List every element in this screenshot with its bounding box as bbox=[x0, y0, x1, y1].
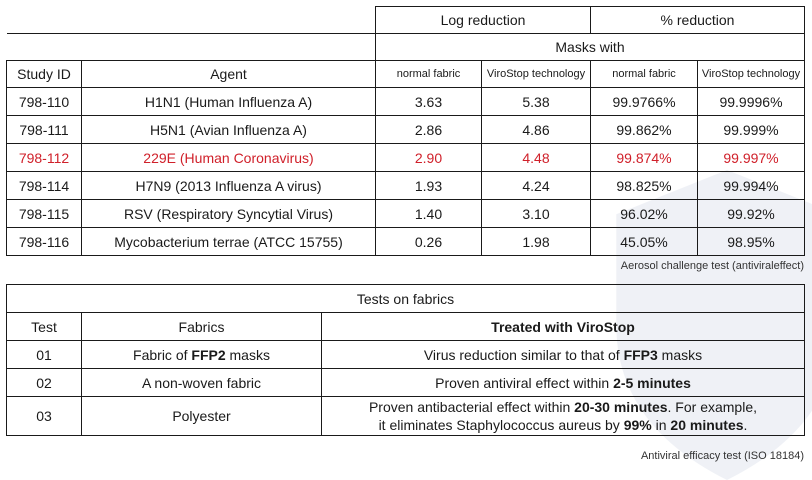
study-id-header: Study ID bbox=[6, 60, 82, 88]
table-row: 03 Polyester Proven antibacterial effect… bbox=[6, 396, 805, 436]
test-cell: 03 bbox=[6, 396, 82, 436]
treated-header: Treated with ViroStop bbox=[321, 312, 805, 341]
pct-normal-cell: 45.05% bbox=[590, 227, 698, 256]
test-header: Test bbox=[6, 312, 82, 341]
agent-cell: H7N9 (2013 Influenza A virus) bbox=[81, 171, 376, 200]
result-cell: Proven antibacterial effect within 20-30… bbox=[321, 396, 805, 436]
result-text: . For example, bbox=[667, 399, 758, 415]
fabrics-header: Fabrics bbox=[81, 312, 322, 341]
log-virostop-cell: 3.10 bbox=[481, 199, 591, 228]
log-normal-cell: 0.26 bbox=[375, 227, 482, 256]
empty-corner bbox=[6, 6, 376, 34]
result-text-bold: 99% bbox=[623, 417, 652, 433]
log-reduction-header: Log reduction bbox=[375, 6, 591, 34]
fabric-text: Fabric of bbox=[133, 346, 192, 363]
log-virostop-cell: 1.98 bbox=[481, 227, 591, 256]
log-virostop-header: ViroStop technology bbox=[481, 60, 591, 88]
pct-virostop-cell: 99.92% bbox=[697, 199, 805, 228]
table-row: 798-115 RSV (Respiratory Syncytial Virus… bbox=[6, 199, 805, 228]
log-virostop-cell: 4.86 bbox=[481, 115, 591, 144]
fabrics-table: Tests on fabrics Test Fabrics Treated wi… bbox=[6, 284, 805, 436]
fabric-cell: Polyester bbox=[81, 396, 322, 436]
log-normal-header: normal fabric bbox=[375, 60, 482, 88]
pct-virostop-cell: 99.997% bbox=[697, 143, 805, 172]
result-text-bold: 2-5 minutes bbox=[613, 374, 691, 391]
pct-virostop-cell: 98.95% bbox=[697, 227, 805, 256]
agent-cell: H5N1 (Avian Influenza A) bbox=[81, 115, 376, 144]
fabric-text: masks bbox=[225, 346, 270, 363]
result-text-bold: 20 minutes bbox=[670, 417, 744, 433]
fabric-cell: A non-woven fabric bbox=[81, 368, 322, 397]
treated-header-label: Treated with ViroStop bbox=[491, 318, 635, 335]
study-id-cell: 798-111 bbox=[6, 115, 82, 144]
log-virostop-cell: 5.38 bbox=[481, 87, 591, 116]
pct-normal-cell: 99.874% bbox=[590, 143, 698, 172]
result-text-bold: 20-30 minutes bbox=[574, 399, 668, 415]
result-cell: Virus reduction similar to that of FFP3 … bbox=[321, 340, 805, 369]
result-text: masks bbox=[657, 346, 703, 363]
pct-normal-cell: 99.862% bbox=[590, 115, 698, 144]
fabric-cell: Fabric of FFP2 masks bbox=[81, 340, 322, 369]
pct-normal-cell: 96.02% bbox=[590, 199, 698, 228]
test-cell: 02 bbox=[6, 368, 82, 397]
log-normal-cell: 3.63 bbox=[375, 87, 482, 116]
log-normal-cell: 1.93 bbox=[375, 171, 482, 200]
percent-reduction-header: % reduction bbox=[590, 6, 805, 34]
table-row: 798-110 H1N1 (Human Influenza A) 3.63 5.… bbox=[6, 87, 805, 116]
agent-cell: RSV (Respiratory Syncytial Virus) bbox=[81, 199, 376, 228]
result-cell: Proven antiviral effect within 2-5 minut… bbox=[321, 368, 805, 397]
pct-virostop-cell: 99.994% bbox=[697, 171, 805, 200]
result-text: it eliminates Staphylococcus aureus by bbox=[378, 417, 624, 433]
result-text: . bbox=[743, 417, 748, 433]
efficacy-table: Log reduction % reduction Masks with Stu… bbox=[6, 6, 805, 256]
log-virostop-cell: 4.48 bbox=[481, 143, 591, 172]
study-id-cell: 798-112 bbox=[6, 143, 82, 172]
result-text: in bbox=[651, 417, 671, 433]
pct-normal-cell: 99.9766% bbox=[590, 87, 698, 116]
table-row-highlighted: 798-112 229E (Human Coronavirus) 2.90 4.… bbox=[6, 143, 805, 172]
agent-cell: Mycobacterium terrae (ATCC 15755) bbox=[81, 227, 376, 256]
table-row: 798-111 H5N1 (Avian Influenza A) 2.86 4.… bbox=[6, 115, 805, 144]
table-row: 02 A non-woven fabric Proven antiviral e… bbox=[6, 368, 805, 397]
agent-header: Agent bbox=[81, 60, 376, 88]
agent-cell: H1N1 (Human Influenza A) bbox=[81, 87, 376, 116]
log-normal-cell: 2.86 bbox=[375, 115, 482, 144]
antiviral-footnote: Antiviral efficacy test (ISO 18184) bbox=[640, 450, 804, 462]
study-id-cell: 798-115 bbox=[6, 199, 82, 228]
pct-normal-cell: 98.825% bbox=[590, 171, 698, 200]
pct-virostop-cell: 99.999% bbox=[697, 115, 805, 144]
study-id-cell: 798-110 bbox=[6, 87, 82, 116]
result-text-bold: FFP3 bbox=[623, 346, 658, 363]
result-text: Proven antibacterial effect within bbox=[368, 399, 575, 415]
pct-virostop-cell: 99.9996% bbox=[697, 87, 805, 116]
log-normal-cell: 1.40 bbox=[375, 199, 482, 228]
pct-normal-header: normal fabric bbox=[590, 60, 698, 88]
fabrics-table-title: Tests on fabrics bbox=[6, 284, 805, 313]
masks-with-header: Masks with bbox=[375, 33, 805, 61]
study-id-cell: 798-116 bbox=[6, 227, 82, 256]
study-id-cell: 798-114 bbox=[6, 171, 82, 200]
log-normal-cell: 2.90 bbox=[375, 143, 482, 172]
agent-cell: 229E (Human Coronavirus) bbox=[81, 143, 376, 172]
pct-virostop-header: ViroStop technology bbox=[697, 60, 805, 88]
table-row: 798-114 H7N9 (2013 Influenza A virus) 1.… bbox=[6, 171, 805, 200]
fabric-text-bold: FFP2 bbox=[191, 346, 226, 363]
empty-corner bbox=[6, 33, 376, 61]
table-row: 798-116 Mycobacterium terrae (ATCC 15755… bbox=[6, 227, 805, 256]
table-row: 01 Fabric of FFP2 masks Virus reduction … bbox=[6, 340, 805, 369]
aerosol-footnote: Aerosol challenge test (antiviraleffect) bbox=[620, 260, 804, 272]
test-cell: 01 bbox=[6, 340, 82, 369]
result-text: Proven antiviral effect within bbox=[435, 374, 614, 391]
result-text: Virus reduction similar to that of bbox=[423, 346, 624, 363]
log-virostop-cell: 4.24 bbox=[481, 171, 591, 200]
